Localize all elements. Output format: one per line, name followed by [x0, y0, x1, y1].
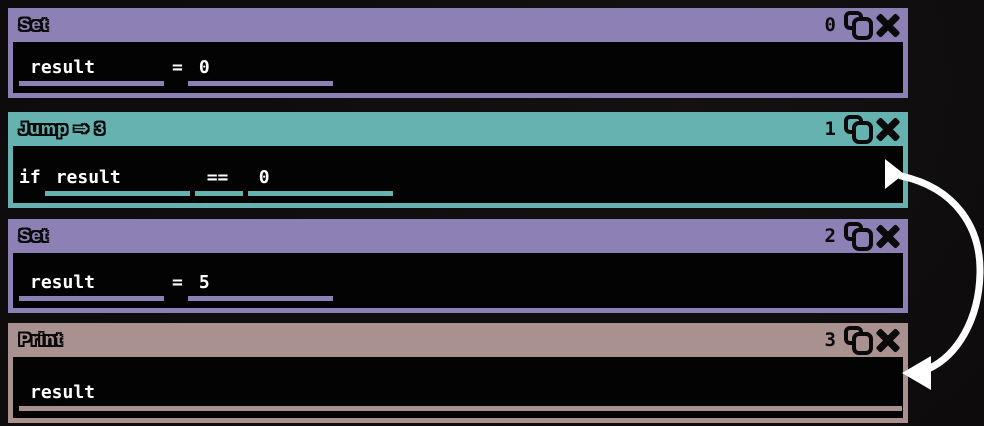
print-expression-input[interactable]: result	[19, 381, 902, 411]
copy-icon-front	[852, 331, 873, 355]
block-header: Jump ⇒ 3 1	[8, 112, 908, 146]
copy-icon-front	[852, 120, 873, 144]
block-index: 1	[824, 118, 836, 140]
block-set-0[interactable]: Set 0 result = 0	[8, 8, 908, 98]
block-index: 0	[824, 14, 836, 36]
copy-icon[interactable]	[844, 221, 873, 251]
block-title: Set	[19, 226, 49, 245]
value-input[interactable]: 0	[187, 56, 333, 86]
block-title: Set	[19, 15, 49, 34]
block-header: Set 0	[8, 8, 908, 42]
block-header: Set 2	[8, 219, 908, 253]
close-icon[interactable]	[876, 224, 900, 248]
block-index: 2	[824, 225, 836, 247]
value-input[interactable]: 5	[187, 271, 333, 301]
block-print-3[interactable]: Print 3 result	[8, 323, 908, 423]
variable-input[interactable]: result	[19, 271, 164, 301]
block-header: Print 3	[8, 323, 908, 357]
block-title: Print	[19, 330, 63, 349]
block-body: result	[13, 357, 903, 418]
copy-icon[interactable]	[844, 325, 873, 355]
block-body: if result == 0	[13, 146, 903, 203]
copy-icon[interactable]	[844, 10, 873, 40]
close-icon[interactable]	[876, 117, 900, 141]
block-jump-1[interactable]: Jump ⇒ 3 1 if result == 0	[8, 112, 908, 208]
block-title: Jump ⇒ 3	[19, 119, 106, 138]
block-body: result = 0	[13, 42, 903, 93]
jump-connector-path	[897, 172, 984, 373]
condition-left-input[interactable]: result	[44, 166, 190, 196]
copy-icon[interactable]	[844, 114, 873, 144]
copy-icon-front	[852, 227, 873, 251]
condition-right-input[interactable]: 0	[247, 166, 393, 196]
variable-input[interactable]: result	[19, 56, 164, 86]
copy-icon-front	[852, 16, 873, 40]
condition-operator-input[interactable]: ==	[194, 166, 243, 196]
block-set-2[interactable]: Set 2 result = 5	[8, 219, 908, 313]
equals-label: =	[172, 272, 183, 293]
close-icon[interactable]	[876, 13, 900, 37]
close-icon[interactable]	[876, 328, 900, 352]
if-keyword-label: if	[19, 167, 41, 188]
equals-label: =	[172, 57, 183, 78]
block-body: result = 5	[13, 253, 903, 308]
block-index: 3	[824, 329, 836, 351]
